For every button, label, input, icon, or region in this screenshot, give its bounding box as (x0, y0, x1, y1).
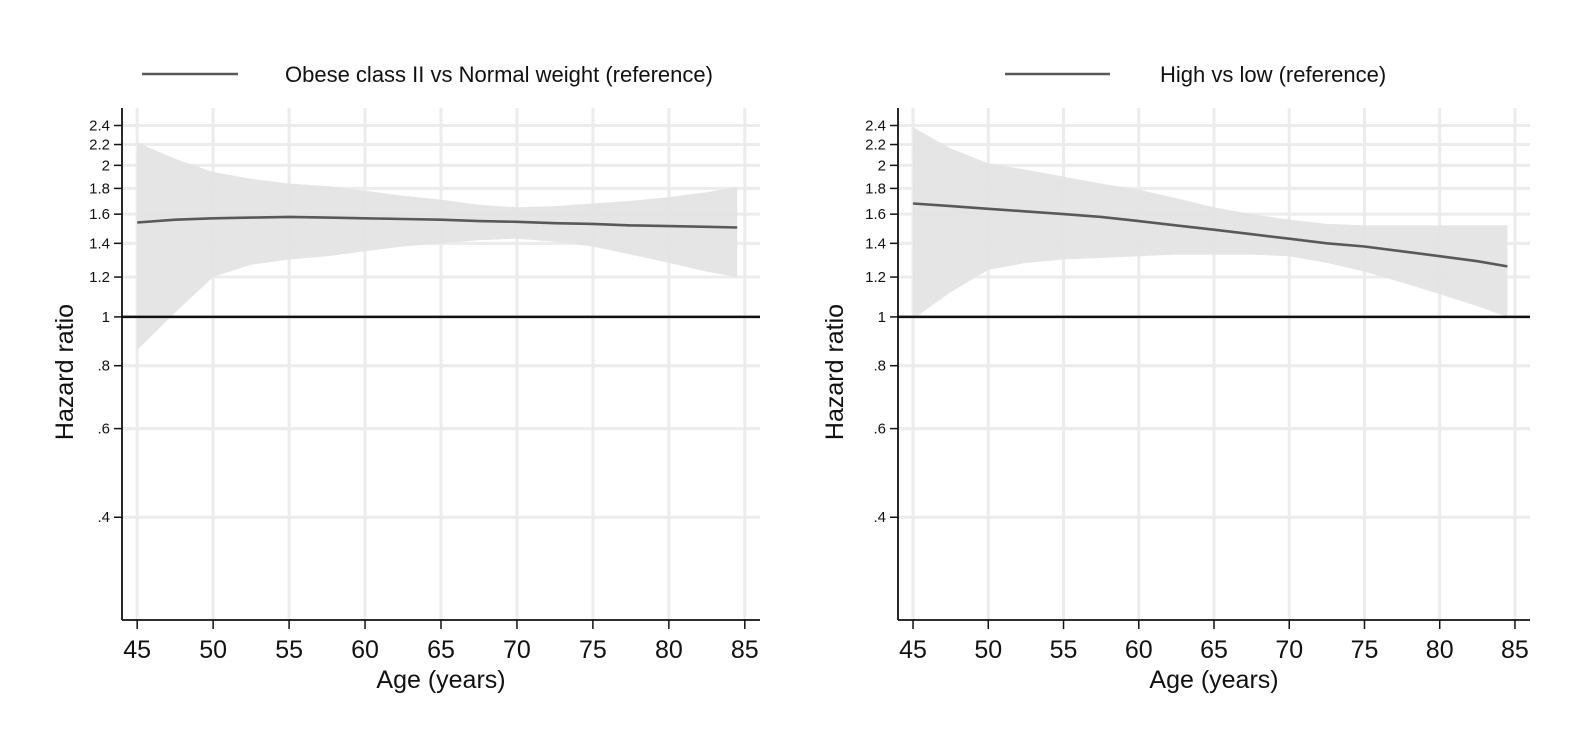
y-tick-label: 2.4 (865, 118, 886, 135)
x-tick-label: 80 (655, 636, 683, 664)
y-tick-label: .6 (97, 421, 110, 438)
x-tick-label: 55 (275, 636, 303, 664)
series-line (912, 202, 1508, 268)
x-axis-title: Age (years) (1149, 666, 1278, 694)
x-tick-label: 50 (974, 636, 1002, 664)
y-tick-label: 1.4 (89, 235, 110, 252)
x-axis-title: Age (years) (376, 666, 505, 694)
legend-label: Obese class II vs Normal weight (referen… (285, 62, 713, 87)
x-tick-label: 45 (899, 636, 927, 664)
y-tick-label: 1 (878, 309, 886, 326)
y-tick-label: 2.4 (89, 118, 110, 135)
y-axis-title: Hazard ratio (821, 304, 849, 440)
y-tick-label: 2.2 (865, 137, 886, 154)
x-tick-label: 60 (1125, 636, 1153, 664)
chart-panel-1: Obese class II vs Normal weight (referen… (51, 62, 760, 694)
x-tick-label: 50 (199, 636, 227, 664)
y-tick-label: 1.6 (89, 206, 110, 223)
y-tick-label: 1.6 (865, 206, 886, 223)
x-tick-label: 85 (731, 636, 759, 664)
y-tick-label: 2 (878, 157, 886, 174)
y-tick-label: .4 (97, 509, 110, 526)
y-tick-label: .8 (873, 358, 886, 375)
x-tick-label: 70 (1275, 636, 1303, 664)
confidence-band (137, 142, 738, 350)
x-tick-label: 75 (579, 636, 607, 664)
x-tick-label: 70 (503, 636, 531, 664)
y-tick-label: .6 (873, 421, 886, 438)
legend-label: High vs low (reference) (1160, 62, 1386, 87)
x-tick-label: 85 (1501, 636, 1529, 664)
y-tick-label: 1 (102, 309, 110, 326)
y-tick-label: 2 (102, 157, 110, 174)
x-tick-label: 80 (1426, 636, 1454, 664)
x-tick-label: 45 (123, 636, 151, 664)
chart-panel-2: High vs low (reference) 45 50 55 60 65 70 75 80 8… (821, 62, 1530, 694)
x-tick-label: 60 (351, 636, 379, 664)
y-tick-label: 1.8 (865, 180, 886, 197)
y-tick-label: .4 (873, 509, 886, 526)
y-tick-label: 1.8 (89, 180, 110, 197)
y-tick-label: 1.4 (865, 235, 886, 252)
x-tick-label: 75 (1351, 636, 1379, 664)
series-line (137, 215, 738, 229)
x-tick-label: 65 (1200, 636, 1228, 664)
x-tick-label: 65 (427, 636, 455, 664)
confidence-band (913, 127, 1508, 320)
y-tick-label: 1.2 (89, 269, 110, 286)
y-tick-label: .8 (97, 358, 110, 375)
x-tick-label: 55 (1050, 636, 1078, 664)
y-axis-title: Hazard ratio (51, 304, 79, 440)
y-tick-label: 1.2 (865, 269, 886, 286)
y-tick-label: 2.2 (89, 137, 110, 154)
